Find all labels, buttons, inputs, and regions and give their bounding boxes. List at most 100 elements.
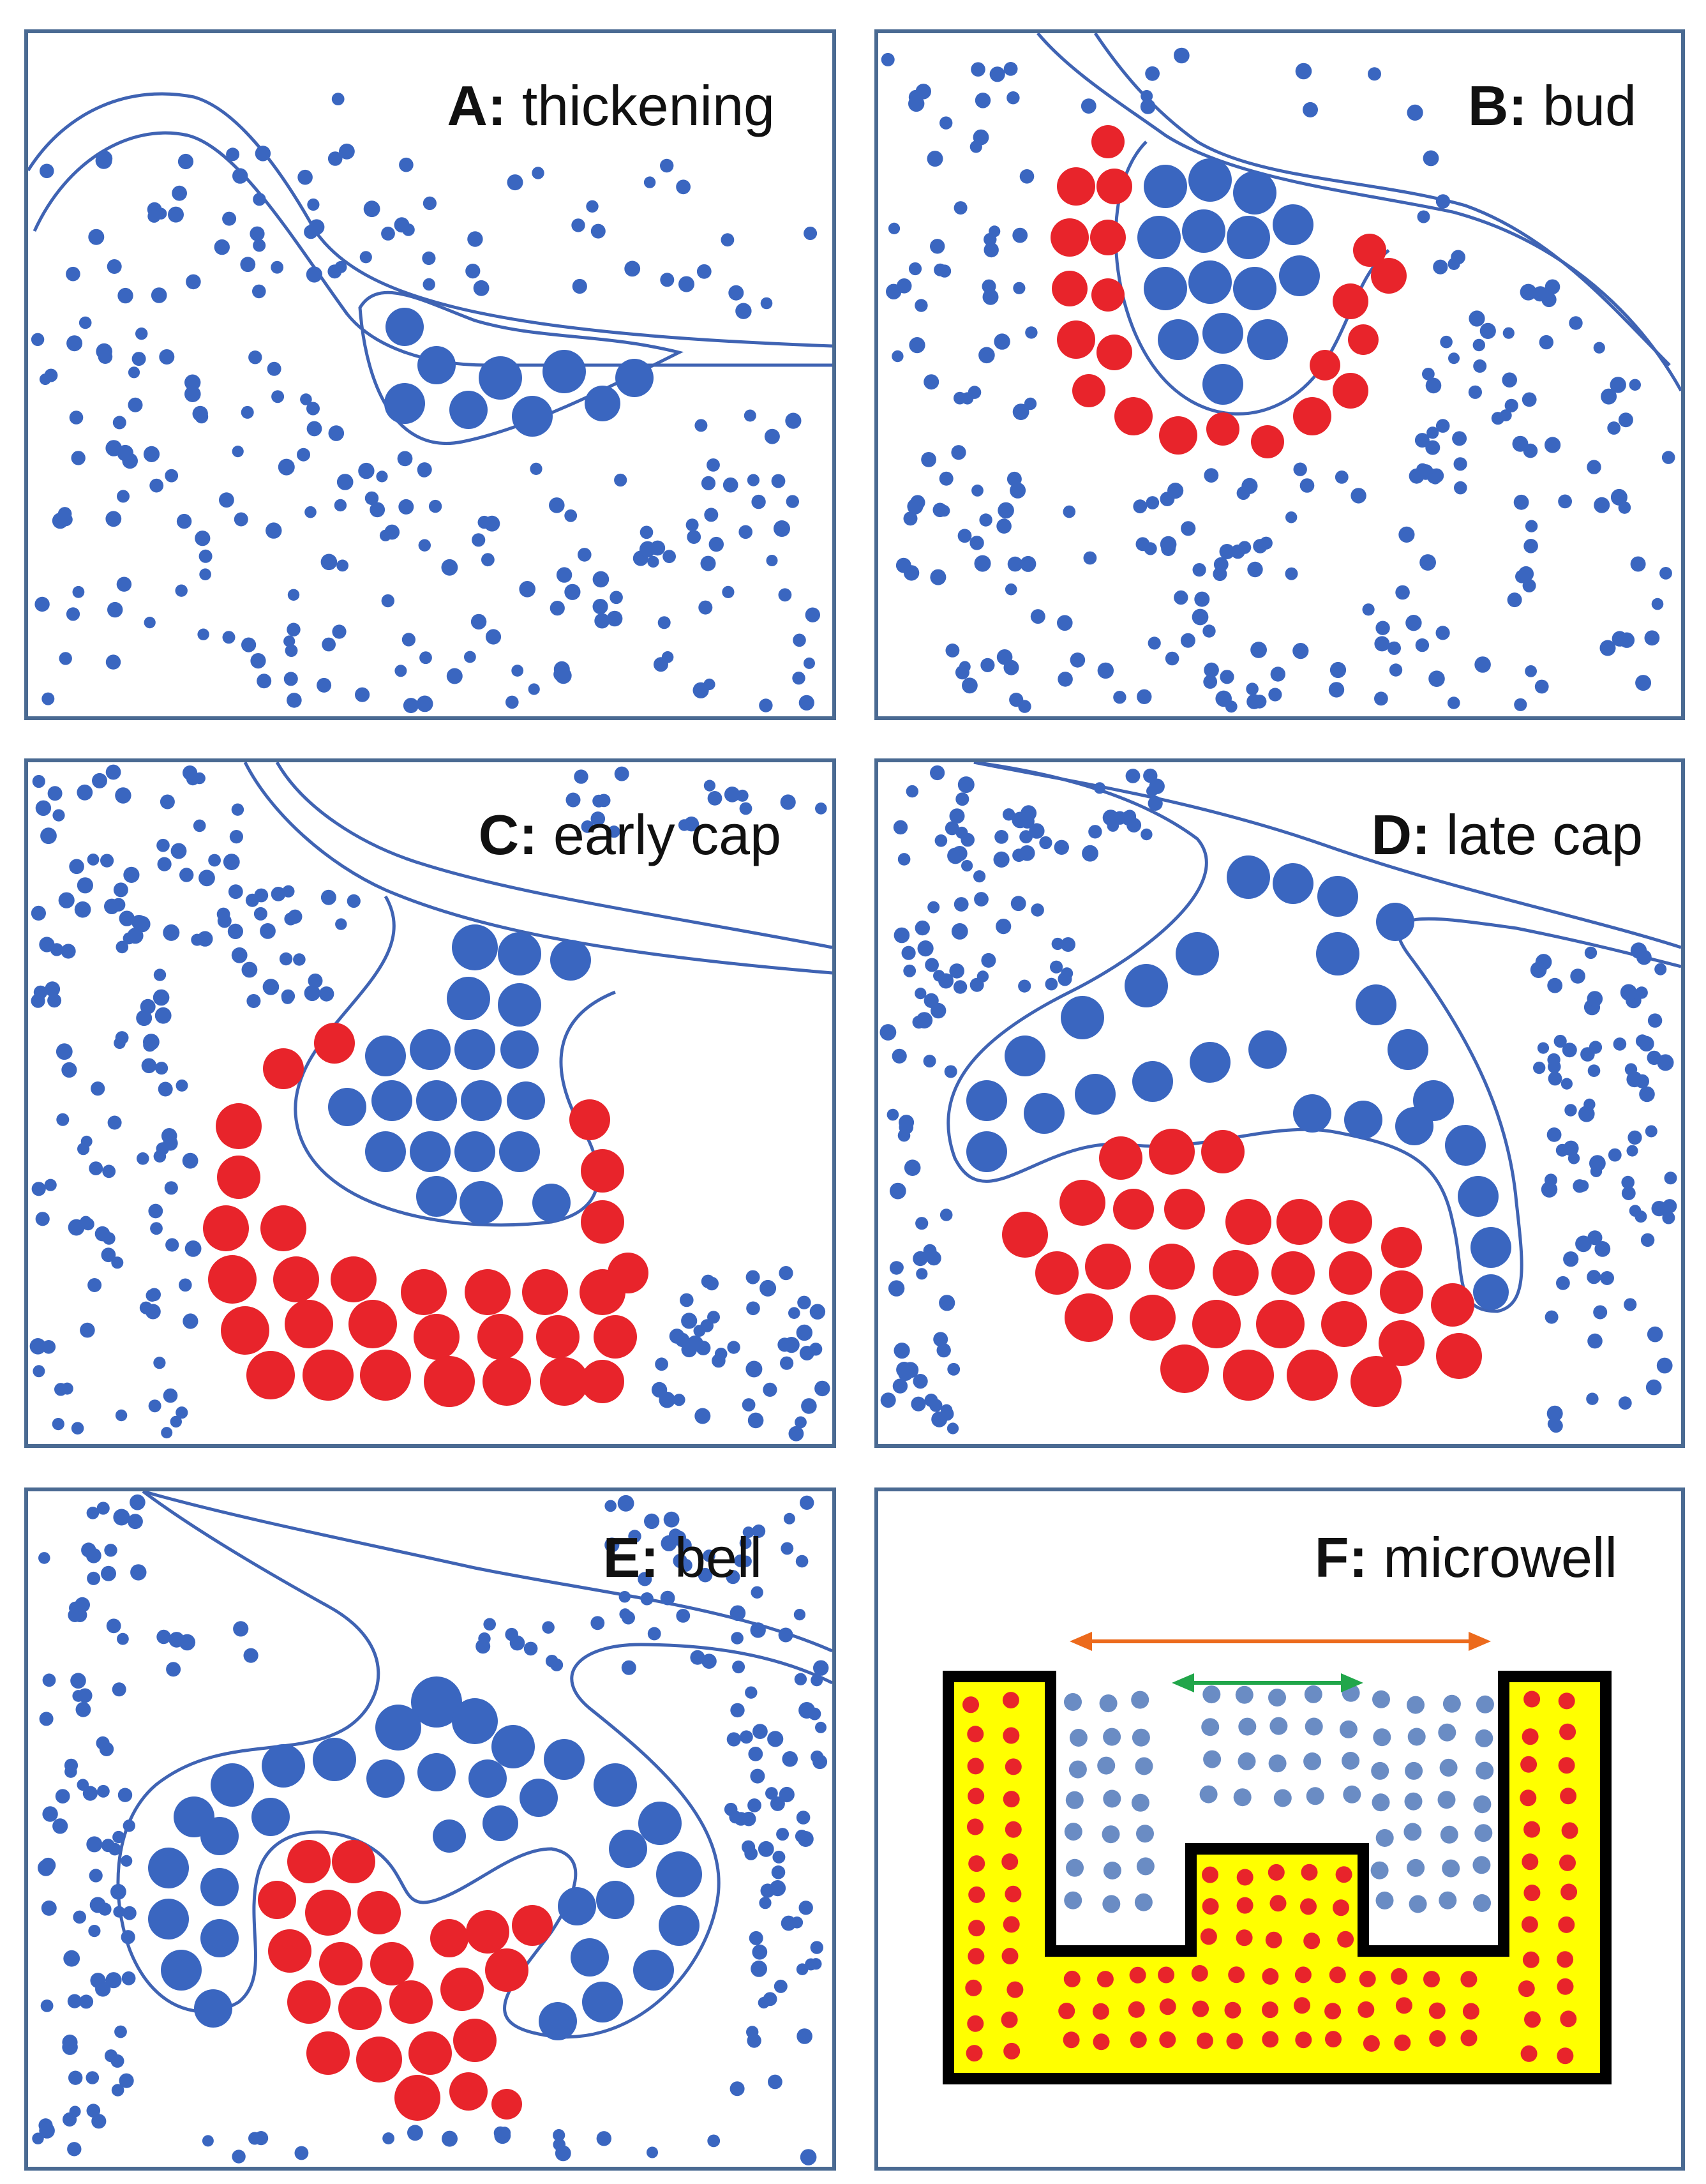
mesenchyme-cell	[161, 1128, 177, 1144]
mesenchyme-cell	[785, 412, 802, 429]
mesenchyme-cell	[904, 1159, 921, 1176]
mesenchyme-cell	[150, 1222, 163, 1235]
mesenchyme-cell	[921, 452, 936, 467]
mesenchyme-cell	[67, 1994, 82, 2008]
microwell-cell	[1233, 1788, 1252, 1807]
microwell-cell	[1301, 1864, 1318, 1881]
microwell-cell	[1268, 1689, 1286, 1707]
mesenchyme-cell	[381, 594, 394, 608]
mesenchyme-cell	[170, 843, 187, 859]
mesenchyme-cell	[880, 1392, 896, 1408]
mesenchyme-cell	[660, 273, 675, 287]
mesenchyme-cell	[1575, 1235, 1592, 1253]
microwell-cell	[1135, 1757, 1153, 1775]
microwell-cell	[1523, 1885, 1541, 1901]
mesenchyme-cell	[1472, 338, 1485, 352]
mesenchyme-cell	[556, 567, 572, 583]
mesenchyme-cell	[1601, 388, 1617, 405]
mesenchyme-cell	[143, 1038, 157, 1052]
enamel-organ-cells	[966, 855, 1511, 1310]
mesenchyme-cell	[949, 963, 964, 979]
mesenchyme-cell	[1005, 583, 1017, 596]
mesenchyme-cell	[786, 495, 800, 508]
mesenchyme-cell	[163, 1388, 178, 1403]
mesenchyme-cell	[47, 993, 62, 1008]
mesenchyme-cell	[370, 502, 385, 518]
mesenchyme-cell	[1545, 280, 1559, 294]
mesenchyme-cell	[92, 772, 107, 788]
mesenchyme-cell	[765, 1787, 778, 1800]
mesenchyme-cell	[199, 568, 211, 580]
mesenchyme-cell	[39, 1712, 54, 1726]
mesenchyme-cell	[748, 1747, 763, 1761]
mesenchyme-cell	[32, 774, 45, 788]
mesenchyme-cell	[530, 462, 542, 476]
mesenchyme-cell	[112, 1682, 126, 1697]
mesenchyme-cell	[300, 393, 312, 405]
microwell-cell	[1403, 1823, 1422, 1841]
mesenchyme-cell	[771, 1865, 786, 1879]
mesenchyme-cell	[901, 945, 916, 960]
mesenchyme-cell	[954, 391, 966, 405]
mesenchyme-cell	[1435, 194, 1451, 209]
microwell-cell	[1191, 1965, 1208, 1982]
dental-lamina-thickening	[358, 290, 684, 445]
mesenchyme-cell	[69, 2105, 81, 2118]
mesenchyme-cell	[208, 854, 221, 867]
mesenchyme-cell	[805, 1958, 818, 1971]
mesenchyme-cell	[553, 2138, 566, 2151]
mesenchyme-cell	[153, 1150, 167, 1163]
mesenchyme-cell	[358, 462, 375, 479]
microwell-cell	[1375, 1829, 1394, 1847]
mesenchyme-cell	[933, 970, 945, 982]
mesenchyme-cell	[989, 66, 1005, 82]
microwell-cell	[1358, 2001, 1375, 2018]
microwell-cell	[965, 1979, 982, 1996]
mesenchyme-cell	[306, 402, 320, 416]
microwell-cell	[1558, 1692, 1575, 1710]
mesenchyme-cell	[1107, 820, 1119, 832]
mesenchyme-cell	[227, 923, 243, 939]
mesenchyme-cell	[764, 428, 780, 444]
mesenchyme-cell	[696, 1341, 711, 1355]
mesenchyme-cell	[1553, 1034, 1567, 1048]
mesenchyme-cell	[106, 1618, 121, 1634]
mesenchyme-cell	[69, 410, 84, 425]
mesenchyme-cell	[113, 882, 128, 898]
mesenchyme-cell	[1137, 689, 1152, 705]
enamel-organ-cells	[328, 924, 591, 1224]
mesenchyme-cell	[419, 651, 432, 665]
microwell-cell	[1372, 1793, 1390, 1812]
mesenchyme-cell	[1204, 468, 1219, 483]
mesenchyme-cell	[62, 2034, 78, 2051]
mesenchyme-cell	[1012, 848, 1026, 862]
mesenchyme-cell	[297, 448, 310, 462]
mesenchyme-cell	[939, 471, 954, 486]
mesenchyme-cell	[1545, 437, 1561, 453]
mesenchyme-cell	[805, 607, 821, 622]
mesenchyme-cell	[982, 289, 999, 305]
mesenchyme-cell	[1387, 641, 1401, 655]
microwell-cell	[1236, 1869, 1253, 1886]
mesenchyme-cell	[306, 421, 322, 437]
mesenchyme-cell	[778, 1627, 793, 1643]
mesenchyme-cell	[241, 961, 258, 978]
microwell-cell	[1557, 2047, 1574, 2065]
microwell-cell	[966, 2045, 983, 2062]
mesenchyme-cell	[749, 1931, 763, 1945]
mesenchyme-cell	[809, 1304, 826, 1320]
mesenchyme-cell	[980, 658, 995, 672]
mesenchyme-cell	[698, 1567, 713, 1583]
mesenchyme-cell	[1569, 316, 1583, 330]
microwell-cell	[1559, 1854, 1576, 1871]
mesenchyme-cell	[394, 217, 410, 233]
panel-e-illustration	[32, 1491, 832, 2165]
mesenchyme-cell	[888, 222, 901, 234]
mesenchyme-cell	[1165, 651, 1179, 666]
mesenchyme-cell	[1587, 1270, 1601, 1284]
mesenchyme-cell	[304, 506, 317, 518]
mesenchyme-cell	[119, 2073, 134, 2088]
mesenchyme-cell	[694, 419, 708, 432]
panel-e-title: bell	[675, 1526, 762, 1589]
mesenchyme-cell	[253, 193, 266, 206]
